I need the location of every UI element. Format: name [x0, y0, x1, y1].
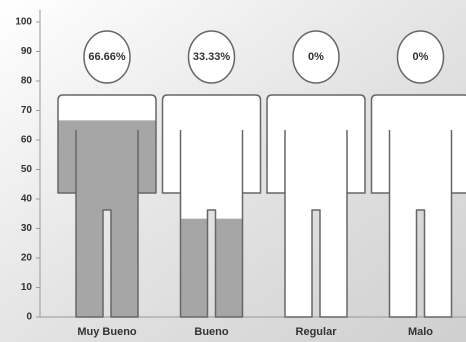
y-tick-label: 50: [21, 164, 33, 175]
y-tick-label: 30: [21, 223, 33, 234]
y-tick-label: 20: [21, 253, 33, 264]
y-tick-label: 70: [21, 105, 33, 116]
value-label: 0%: [413, 51, 429, 63]
y-tick-label: 60: [21, 135, 33, 146]
figure-outline: [57, 94, 157, 318]
value-label: 0%: [308, 51, 324, 63]
y-tick-label: 10: [21, 282, 33, 293]
value-label: 66.66%: [88, 51, 126, 63]
x-tick-label: Muy Bueno: [77, 326, 137, 338]
figure-head: [83, 30, 131, 84]
figure-head: [292, 30, 340, 84]
y-tick-label: 100: [15, 17, 32, 28]
y-tick-label: 40: [21, 194, 33, 205]
figure-body: [371, 95, 466, 317]
figure-head: [187, 30, 236, 84]
figure-outline: [161, 94, 262, 318]
y-tick-label: 90: [21, 46, 33, 57]
figure-head: [396, 30, 445, 84]
figure-outline: [266, 94, 366, 318]
x-tick-label: Regular: [296, 326, 338, 338]
figure-outline: [370, 94, 466, 318]
y-tick-label: 80: [21, 76, 33, 87]
figure-body: [267, 95, 365, 317]
x-tick-label: Bueno: [194, 326, 229, 338]
y-tick-label: 0: [26, 312, 32, 323]
value-label: 33.33%: [193, 51, 231, 63]
x-tick-label: Malo: [408, 326, 433, 338]
